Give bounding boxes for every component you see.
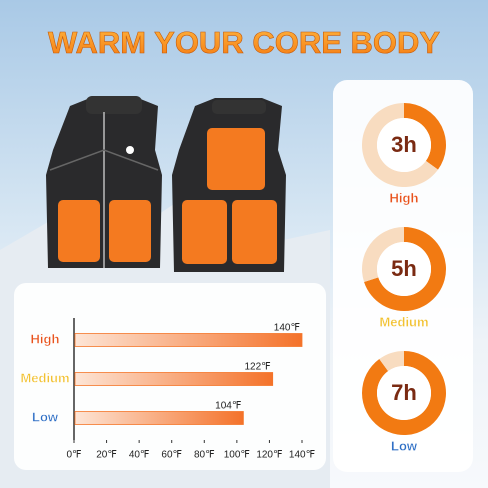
bar [74,411,244,425]
x-tick-label: 20℉ [96,450,117,461]
donut-label: 3h [391,132,417,157]
donut-caption: Low [391,438,418,453]
value-label: 122℉ [244,362,270,373]
x-tick-label: 100℉ [224,450,250,461]
category-label: Medium [20,370,69,385]
bar [74,372,274,386]
donut-segment [361,103,438,187]
category-label: High [31,331,60,346]
donut-label: 5h [391,256,417,281]
x-tick-label: 120℉ [256,450,282,461]
donut-hole [377,118,431,172]
title: WARM YOUR CORE BODY [48,25,440,60]
donut-caption: High [390,190,419,205]
x-tick-label: 0℉ [66,450,81,461]
donut-label: 7h [391,380,417,405]
donut-segment [362,351,446,436]
x-tick-label: 140℉ [289,450,315,461]
x-tick-label: 80℉ [194,450,215,461]
value-label: 140℉ [274,323,300,334]
donut-segment [362,226,404,282]
donut-segment [404,103,446,170]
vest-front [46,96,162,268]
donut-caption: Medium [379,314,428,329]
donut-hole [377,366,431,420]
vest-back [172,98,286,272]
value-label: 104℉ [215,401,241,412]
donut-hole [377,242,431,296]
donut-segment [379,351,404,372]
category-label: Low [32,409,59,424]
donut-segment [364,227,447,311]
x-tick-label: 40℉ [129,450,150,461]
bar [74,333,303,347]
x-tick-label: 60℉ [161,450,182,461]
